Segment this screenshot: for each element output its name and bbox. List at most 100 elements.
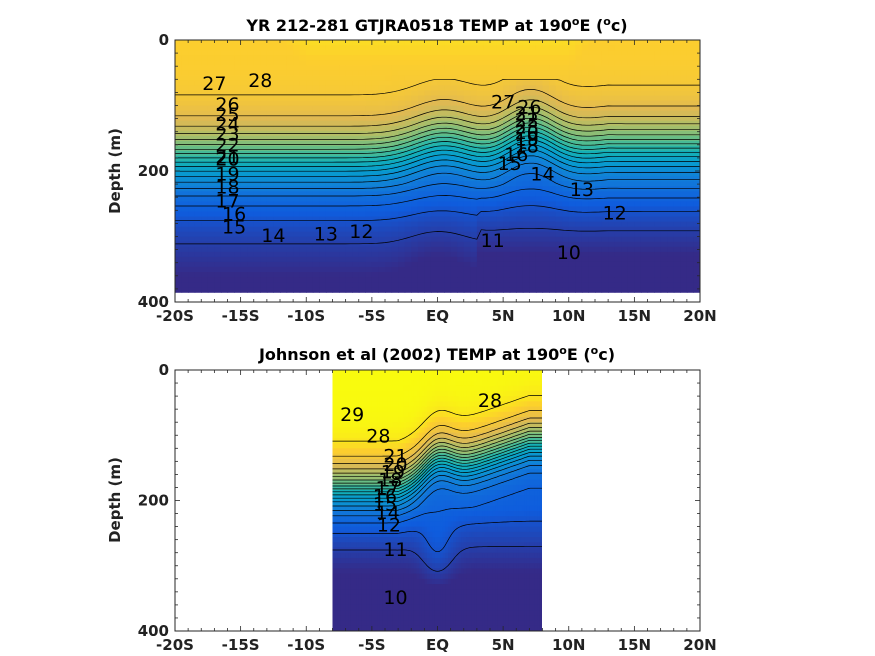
field-cell bbox=[483, 110, 491, 117]
field-cell bbox=[463, 176, 471, 182]
field-cell bbox=[654, 191, 662, 197]
field-cell bbox=[234, 105, 242, 112]
field-cell bbox=[693, 251, 700, 258]
field-cell bbox=[335, 521, 339, 528]
field-cell bbox=[568, 60, 576, 66]
field-cell bbox=[568, 261, 576, 268]
field-cell bbox=[325, 251, 334, 258]
field-cell bbox=[335, 432, 339, 439]
field-cell bbox=[483, 201, 491, 208]
field-cell bbox=[337, 573, 341, 580]
field-cell bbox=[483, 186, 491, 192]
field-cell bbox=[358, 610, 362, 616]
field-cell bbox=[325, 110, 334, 117]
field-cell bbox=[348, 390, 352, 397]
field-cell bbox=[358, 256, 366, 263]
field-cell bbox=[476, 130, 485, 137]
contour-label: 25 bbox=[215, 104, 239, 126]
field-cell bbox=[417, 140, 425, 147]
field-cell bbox=[207, 216, 215, 223]
field-cell bbox=[385, 135, 393, 142]
field-cell bbox=[175, 277, 183, 283]
field-cell bbox=[339, 60, 347, 66]
field-cell bbox=[319, 80, 327, 86]
field-cell bbox=[404, 140, 412, 147]
field-cell bbox=[194, 166, 202, 172]
field-cell bbox=[529, 191, 537, 197]
field-cell bbox=[562, 166, 570, 172]
field-cell bbox=[424, 211, 432, 218]
field-cell bbox=[253, 221, 261, 228]
field-cell bbox=[627, 266, 635, 273]
field-cell bbox=[621, 246, 629, 253]
field-cell bbox=[608, 216, 616, 223]
field-cell bbox=[332, 505, 336, 512]
field-cell bbox=[345, 479, 349, 486]
field-cell bbox=[207, 50, 215, 56]
field-cell bbox=[555, 55, 563, 61]
field-cell bbox=[319, 105, 327, 112]
field-cell bbox=[227, 186, 235, 192]
field-cell bbox=[378, 191, 386, 197]
field-cell bbox=[234, 272, 242, 278]
field-cell bbox=[332, 206, 340, 213]
field-cell bbox=[356, 380, 360, 387]
field-cell bbox=[371, 594, 376, 601]
field-cell bbox=[356, 479, 360, 486]
field-cell bbox=[339, 201, 347, 208]
field-cell bbox=[188, 70, 196, 76]
field-cell bbox=[647, 171, 655, 177]
field-cell bbox=[654, 236, 662, 243]
field-cell bbox=[353, 422, 357, 429]
field-cell bbox=[385, 206, 393, 213]
field-cell bbox=[614, 261, 622, 268]
field-cell bbox=[312, 287, 320, 293]
field-cell bbox=[337, 469, 341, 475]
field-cell bbox=[588, 201, 596, 208]
field-cell bbox=[214, 201, 222, 208]
field-cell bbox=[361, 422, 365, 429]
field-cell bbox=[398, 287, 406, 293]
field-cell bbox=[234, 196, 242, 202]
field-cell bbox=[555, 186, 563, 192]
field-cell bbox=[352, 40, 360, 46]
field-cell bbox=[371, 625, 376, 631]
field-cell bbox=[343, 469, 347, 475]
field-cell bbox=[391, 211, 399, 218]
field-cell bbox=[350, 552, 355, 559]
field-cell bbox=[608, 60, 616, 66]
field-cell bbox=[319, 246, 327, 253]
field-cell bbox=[201, 85, 209, 92]
field-cell bbox=[529, 105, 537, 112]
field-cell bbox=[634, 216, 642, 223]
field-cell bbox=[227, 70, 235, 76]
field-cell bbox=[319, 201, 327, 208]
field-cell bbox=[542, 135, 550, 142]
field-cell bbox=[345, 432, 349, 439]
field-cell bbox=[640, 171, 649, 177]
field-cell bbox=[430, 100, 439, 107]
field-cell bbox=[273, 176, 281, 182]
field-cell bbox=[260, 231, 268, 238]
field-cell bbox=[214, 226, 222, 233]
field-cell bbox=[490, 150, 498, 157]
field-cell bbox=[667, 261, 675, 268]
field-cell bbox=[260, 115, 268, 122]
field-cell bbox=[581, 216, 590, 223]
field-cell bbox=[385, 246, 393, 253]
field-cell bbox=[450, 251, 458, 258]
field-cell bbox=[348, 401, 352, 408]
field-cell bbox=[201, 266, 209, 273]
field-cell bbox=[280, 156, 288, 162]
field-cell bbox=[581, 277, 590, 283]
field-cell bbox=[266, 206, 275, 213]
field-cell bbox=[345, 110, 353, 117]
field-cell bbox=[188, 282, 196, 288]
field-cell bbox=[350, 615, 355, 622]
field-cell bbox=[266, 216, 275, 223]
field-cell bbox=[575, 65, 583, 71]
field-cell bbox=[667, 60, 675, 66]
field-cell bbox=[234, 70, 242, 76]
field-cell bbox=[371, 261, 380, 268]
field-cell bbox=[345, 60, 353, 66]
